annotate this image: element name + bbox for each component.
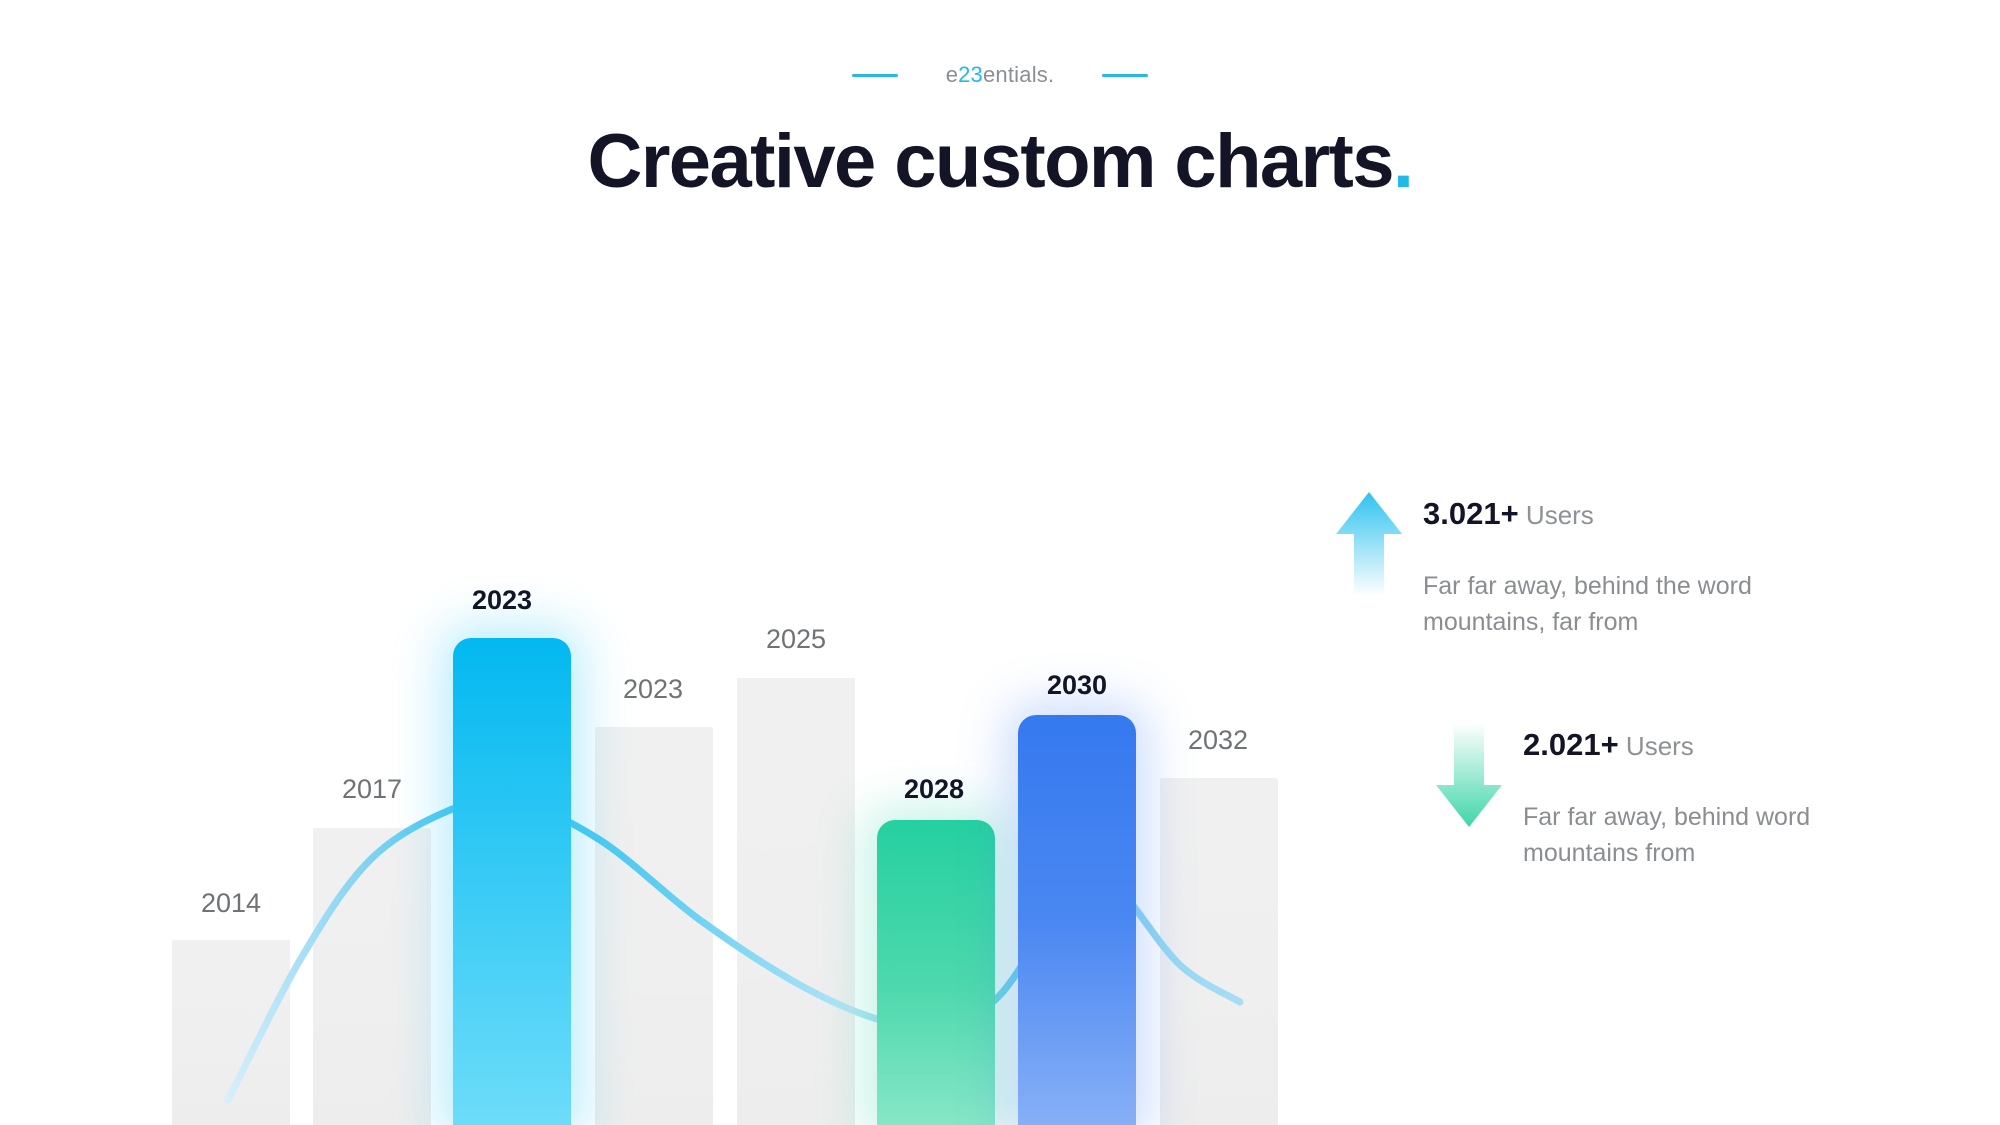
bar-5-2028[interactable] bbox=[877, 820, 995, 1125]
stat-unit-0: Users bbox=[1518, 500, 1594, 530]
bar-label-6: 2030 bbox=[1046, 670, 1108, 700]
bar-label-7: 2032 bbox=[1187, 725, 1249, 755]
dash-right-icon bbox=[1102, 73, 1149, 77]
arrow-up-icon bbox=[1336, 492, 1402, 596]
bar-label-2: 2023 bbox=[471, 585, 533, 615]
bar-7-2032[interactable] bbox=[1160, 778, 1278, 1125]
page-title-dot: . bbox=[1392, 119, 1414, 204]
stat-unit-1: Users bbox=[1618, 730, 1694, 761]
bar-label-4: 2025 bbox=[765, 624, 827, 654]
brand-name: e23entials. bbox=[946, 62, 1055, 88]
bar-3-2023[interactable] bbox=[595, 727, 713, 1125]
bar-label-5: 2028 bbox=[903, 774, 965, 804]
bar-label-3: 2023 bbox=[622, 674, 684, 704]
page-title-text: Creative custom charts bbox=[587, 119, 1395, 204]
stat-headline-0: 3.021+ Users bbox=[1423, 498, 1783, 530]
bar-2-2023[interactable] bbox=[453, 638, 571, 1125]
bar-label-1: 2017 bbox=[341, 774, 403, 804]
bar-label-0: 2014 bbox=[200, 888, 262, 918]
stats-panel: 3.021+ Users Far far away, behind the wor… bbox=[1315, 490, 1975, 951]
brand-mark: e23entials. bbox=[0, 62, 2000, 88]
stat-block-0: 3.021+ Users Far far away, behind the wor… bbox=[1315, 490, 1975, 641]
bar-chart: 2014 2017 2023 2023 2025 2028 2030 2032 bbox=[172, 585, 1278, 1125]
brand-prefix: e bbox=[945, 62, 959, 87]
bar-6-2030[interactable] bbox=[1018, 715, 1136, 1125]
bar-4-2025[interactable] bbox=[737, 678, 855, 1125]
stat-headline-1: 2.021+ Users bbox=[1523, 729, 1883, 761]
stat-value-0: 3.021+ bbox=[1423, 496, 1519, 531]
stat-block-1: 2.021+ Users Far far away, behind word mo… bbox=[1415, 721, 1975, 872]
stat-description-0: Far far away, behind the word mountains,… bbox=[1423, 572, 1752, 637]
bar-1-2017[interactable] bbox=[313, 828, 431, 1125]
bar-0-2014[interactable] bbox=[172, 940, 290, 1125]
brand-suffix: entials. bbox=[983, 62, 1055, 87]
page-title: Creative custom charts. bbox=[0, 124, 2000, 200]
stat-value-1: 2.021+ bbox=[1523, 726, 1619, 762]
dash-left-icon bbox=[851, 73, 898, 77]
brand-accent: 23 bbox=[958, 62, 983, 87]
arrow-down-icon bbox=[1436, 722, 1502, 827]
stat-description-1: Far far away, behind word mountains from bbox=[1523, 802, 1811, 867]
